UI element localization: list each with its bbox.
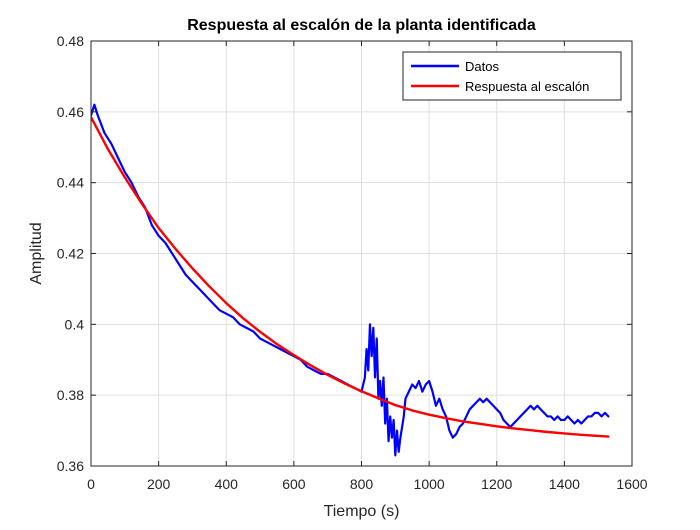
x-tick-label: 1600 — [616, 476, 647, 492]
x-tick-label: 1400 — [549, 476, 580, 492]
x-tick-label: 0 — [87, 476, 95, 492]
x-axis-ticks: 0 200 400 600 800 1000 1200 1400 1600 — [87, 41, 648, 492]
y-axis-ticks: 0.36 0.38 0.4 0.42 0.44 0.46 0.48 — [57, 33, 632, 474]
legend-box — [402, 51, 622, 101]
x-tick-label: 400 — [215, 476, 239, 492]
x-tick-label: 1200 — [481, 476, 512, 492]
series-line-1 — [91, 115, 610, 438]
y-tick-label: 0.4 — [65, 316, 85, 332]
x-axis-label: Tiempo (s) — [324, 503, 400, 520]
series-layer — [91, 103, 610, 457]
y-tick-label: 0.46 — [57, 104, 84, 120]
legend-label-1: Respuesta al escalón — [465, 79, 589, 94]
x-tick-label: 600 — [282, 476, 306, 492]
chart-title: Respuesta al escalón de la planta identi… — [187, 17, 536, 34]
y-tick-label: 0.42 — [57, 246, 84, 262]
y-tick-label: 0.48 — [57, 33, 84, 49]
x-tick-label: 200 — [147, 476, 171, 492]
series-line-0 — [91, 103, 610, 457]
y-axis-label: Amplitud — [28, 222, 45, 284]
x-tick-label: 1000 — [414, 476, 445, 492]
legend-label-0: Datos — [465, 59, 499, 74]
legend: Datos Respuesta al escalón — [402, 51, 622, 101]
x-tick-label: 800 — [350, 476, 374, 492]
y-tick-label: 0.44 — [57, 175, 84, 191]
y-tick-label: 0.38 — [57, 387, 84, 403]
y-tick-label: 0.36 — [57, 458, 84, 474]
